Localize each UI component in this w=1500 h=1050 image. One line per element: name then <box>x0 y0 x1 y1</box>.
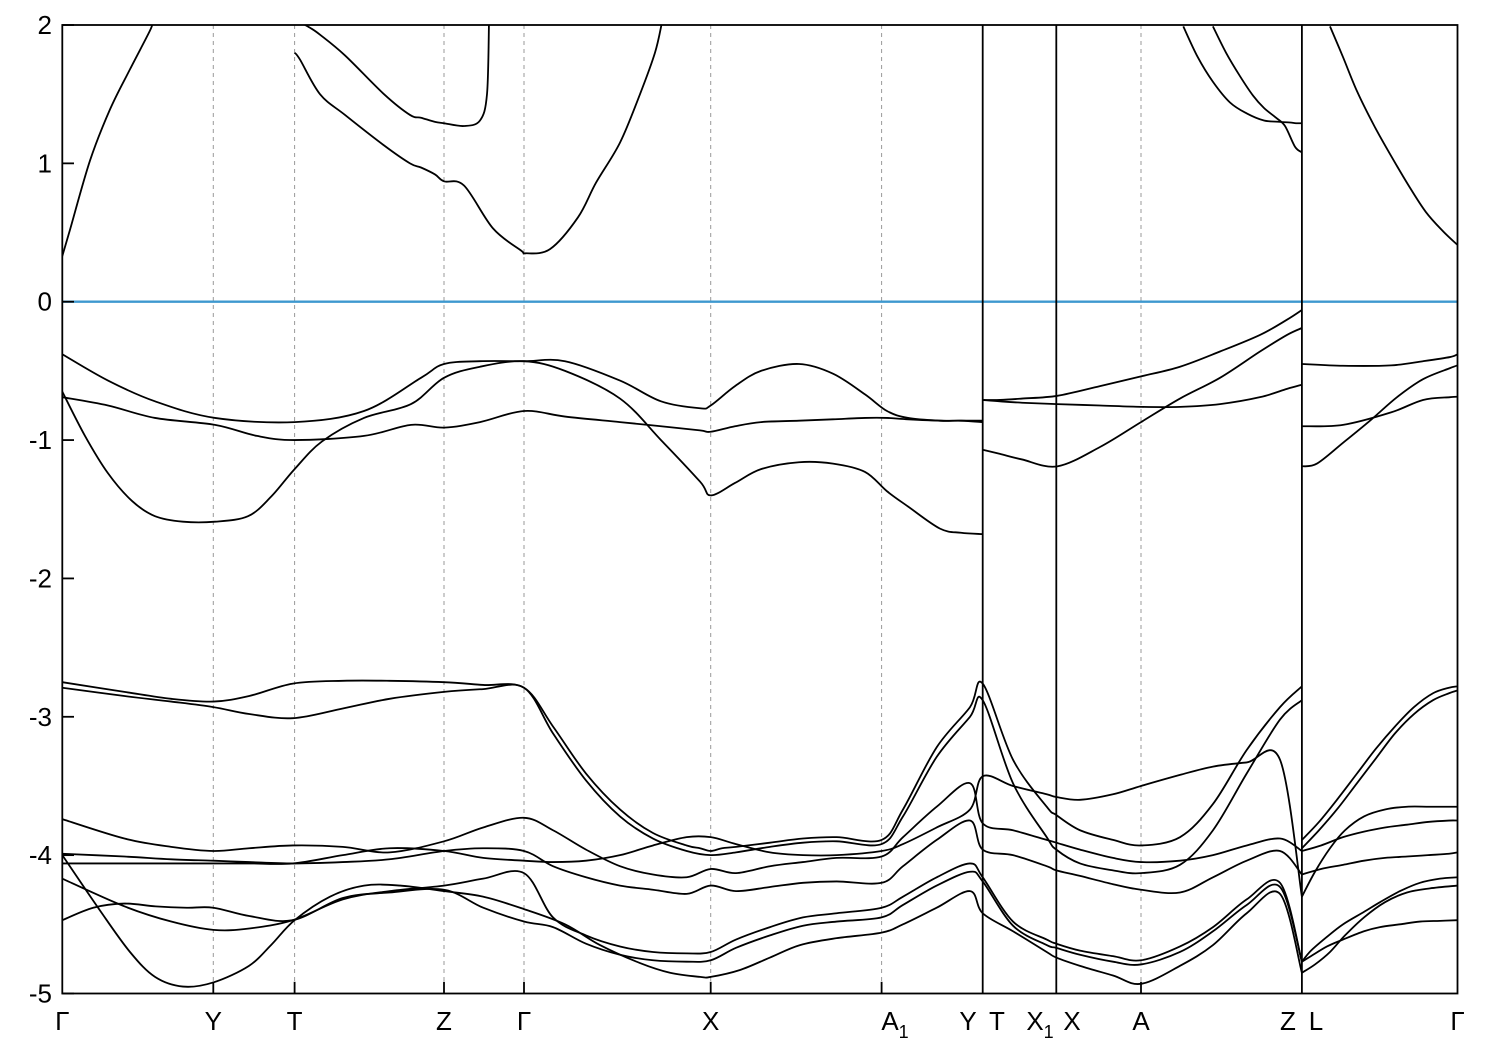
svg-text:A: A <box>1132 1006 1150 1036</box>
svg-text:Γ: Γ <box>517 1006 531 1036</box>
svg-text:X: X <box>702 1006 719 1036</box>
svg-text:-2: -2 <box>29 563 52 593</box>
svg-text:-5: -5 <box>29 979 52 1009</box>
svg-text:T: T <box>287 1006 303 1036</box>
svg-text:X1: X1 <box>1026 1006 1053 1042</box>
svg-text:2: 2 <box>38 10 52 40</box>
svg-text:-1: -1 <box>29 425 52 455</box>
svg-text:1: 1 <box>38 148 52 178</box>
svg-text:0: 0 <box>38 287 52 317</box>
svg-text:Y: Y <box>959 1006 976 1036</box>
svg-text:X: X <box>1063 1006 1080 1036</box>
svg-text:L: L <box>1309 1006 1323 1036</box>
svg-text:-4: -4 <box>29 840 52 870</box>
svg-text:Z: Z <box>436 1006 452 1036</box>
svg-text:Y: Y <box>205 1006 222 1036</box>
svg-text:Z: Z <box>1280 1006 1296 1036</box>
svg-text:T: T <box>989 1006 1005 1036</box>
svg-text:A1: A1 <box>881 1006 908 1042</box>
svg-text:Γ: Γ <box>1450 1006 1464 1036</box>
svg-text:-3: -3 <box>29 702 52 732</box>
svg-text:Γ: Γ <box>55 1006 69 1036</box>
